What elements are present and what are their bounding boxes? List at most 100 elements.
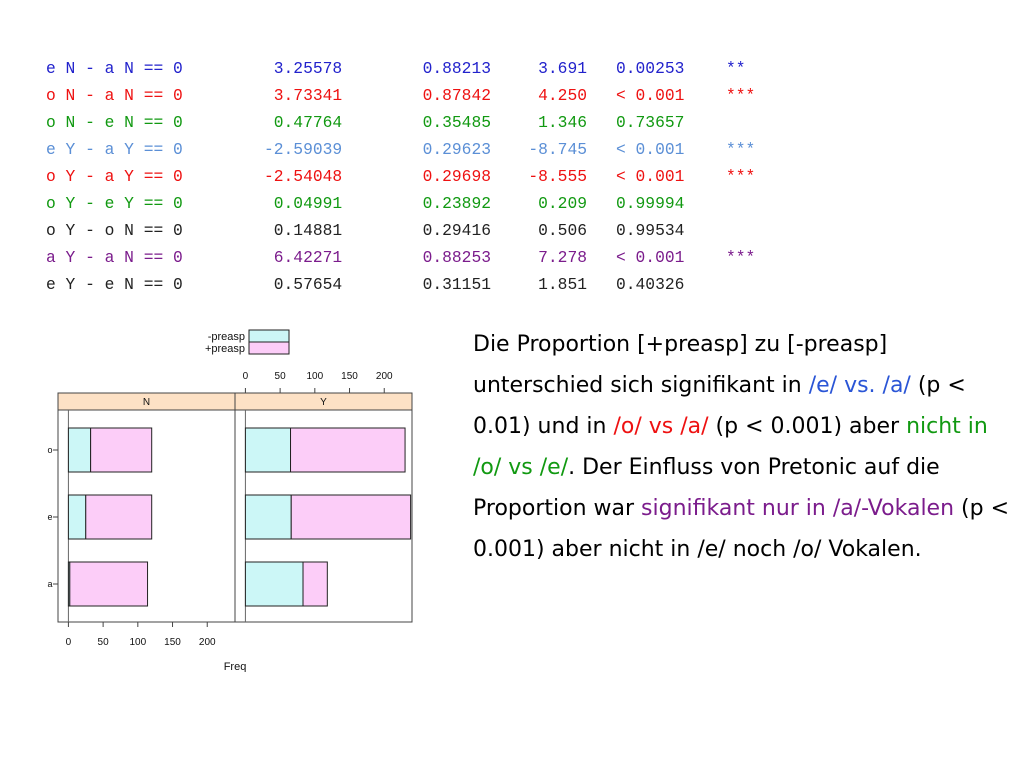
- category-label: o: [47, 445, 52, 455]
- stats-comparison: o N - a N == 0: [46, 86, 183, 105]
- stats-t-value: 0.506: [538, 221, 587, 240]
- panel-strip-label: N: [143, 397, 150, 408]
- stats-row: o Y - a Y == 0 -2.54048 0.29698 -8.555 < 0.0…: [46, 168, 755, 195]
- stats-estimate: -2.59039: [264, 140, 343, 159]
- panel-strip-label: Y: [320, 397, 327, 408]
- stats-p-value: 0.73657: [616, 113, 685, 132]
- stats-std-error: 0.29416: [422, 221, 491, 240]
- bar-preasp: [67, 427, 92, 473]
- stats-comparison: o Y - e Y == 0: [46, 194, 183, 213]
- bar-preasp: [244, 427, 292, 473]
- x-tick-label: 200: [199, 637, 216, 648]
- stats-p-value: < 0.001: [616, 167, 685, 186]
- stats-t-value: 7.278: [538, 248, 587, 267]
- panel-strip: [234, 392, 413, 411]
- bar-chart: -preasp+preasp N 0 50 100 150 200 Y 0 50 100 150 200…: [47, 329, 413, 672]
- stats-row: e Y - e N == 0 0.57654 0.31151 1.851 0.4032…: [46, 276, 755, 303]
- stats-row: e N - a N == 0 3.25578 0.88213 3.691 0.0025…: [46, 60, 755, 87]
- x-tick-label: 100: [306, 371, 323, 382]
- x-tick-label: 50: [98, 637, 110, 648]
- stats-std-error: 0.23892: [422, 194, 491, 213]
- caption-highlight-significant-a: signifikant nur in /a/-Vokalen: [641, 496, 955, 521]
- stats-significance: ***: [726, 167, 756, 186]
- stats-row: e Y - a Y == 0 -2.59039 0.29623 -8.745 < 0.0…: [46, 141, 755, 168]
- legend-label: -preasp: [208, 331, 245, 343]
- stats-comparison: e Y - a Y == 0: [46, 140, 183, 159]
- x-tick-label: 150: [341, 371, 358, 382]
- category-label: a: [47, 579, 52, 589]
- stats-estimate: 3.73341: [264, 86, 343, 105]
- stats-p-value: < 0.001: [616, 248, 685, 267]
- stats-comparison: e Y - e N == 0: [46, 275, 183, 294]
- stats-t-value: 4.250: [538, 86, 587, 105]
- stats-estimate: 0.57654: [264, 275, 343, 294]
- caption-part-5: (p < 0.001) aber: [708, 414, 907, 439]
- stats-std-error: 0.88213: [422, 59, 491, 78]
- bar-plus-preasp: [90, 427, 153, 473]
- stats-p-value: < 0.001: [616, 140, 685, 159]
- bar-preasp: [67, 494, 87, 540]
- x-tick-label: 50: [275, 371, 287, 382]
- stats-p-value: < 0.001: [616, 86, 685, 105]
- caption-highlight-o-vs-a: /o/ vs /a/: [613, 414, 709, 439]
- stats-t-value: -8.745: [528, 140, 587, 159]
- stats-row: o Y - e Y == 0 0.04991 0.23892 0.209 0.9999…: [46, 195, 755, 222]
- bar-plus-preasp: [290, 427, 406, 473]
- stats-estimate: 6.42271: [264, 248, 343, 267]
- stats-table: e N - a N == 0 3.25578 0.88213 3.691 0.0025…: [46, 60, 755, 303]
- legend-label: +preasp: [205, 343, 245, 355]
- x-tick-label: 200: [376, 371, 393, 382]
- stats-significance: ***: [726, 86, 756, 105]
- stats-std-error: 0.29623: [422, 140, 491, 159]
- x-tick-label: 100: [129, 637, 146, 648]
- stats-std-error: 0.35485: [422, 113, 491, 132]
- stats-comparison: a Y - a N == 0: [46, 248, 183, 267]
- stats-significance: ***: [726, 140, 756, 159]
- x-tick-label: 0: [66, 637, 72, 648]
- caption-part-1: Die Proportion [+preasp] zu [-preasp] un…: [473, 332, 888, 398]
- bar-preasp: [244, 561, 304, 607]
- stats-comparison: o Y - o N == 0: [46, 221, 183, 240]
- stats-row: o Y - o N == 0 0.14881 0.29416 0.506 0.9953…: [46, 222, 755, 249]
- stats-estimate: 0.47764: [264, 113, 343, 132]
- stats-estimate: 0.14881: [264, 221, 343, 240]
- stats-std-error: 0.29698: [422, 167, 491, 186]
- stats-std-error: 0.31151: [422, 275, 491, 294]
- category-label: e: [47, 512, 52, 522]
- legend-swatch: [248, 329, 290, 343]
- stats-comparison: o N - e N == 0: [46, 113, 183, 132]
- stats-significance: ***: [726, 248, 756, 267]
- caption-part-3: (p < 0.01) und in: [473, 373, 966, 439]
- stats-comparison: e N - a N == 0: [46, 59, 183, 78]
- bar-preasp: [244, 494, 292, 540]
- stats-p-value: 0.99534: [616, 221, 685, 240]
- caption-part-7: . Der Einfluss von Pretonic auf die Prop…: [473, 455, 940, 521]
- bar-plus-preasp: [302, 561, 328, 607]
- stats-t-value: 0.209: [538, 194, 587, 213]
- stats-significance: **: [726, 59, 746, 78]
- x-tick-label: 150: [164, 637, 181, 648]
- stats-row: a Y - a N == 0 6.42271 0.88253 7.278 < 0.00…: [46, 249, 755, 276]
- stats-estimate: 3.25578: [264, 59, 343, 78]
- stats-p-value: 0.00253: [616, 59, 685, 78]
- legend-swatch: [248, 341, 290, 355]
- bar-plus-preasp: [69, 561, 149, 607]
- caption-part-9: (p < 0.001) aber nicht in /e/ noch /o/ V…: [473, 496, 1010, 562]
- stats-t-value: 3.691: [538, 59, 587, 78]
- stats-row: o N - e N == 0 0.47764 0.35485 1.346 0.7365…: [46, 114, 755, 141]
- x-tick-label: 0: [243, 371, 249, 382]
- x-axis-label: Freq: [224, 661, 247, 672]
- stats-std-error: 0.88253: [422, 248, 491, 267]
- stats-t-value: 1.851: [538, 275, 587, 294]
- bar-plus-preasp: [85, 494, 153, 540]
- stats-row: o N - a N == 0 3.73341 0.87842 4.250 < 0.00…: [46, 87, 755, 114]
- caption-highlight-e-vs-a: /e/ vs. /a/: [808, 373, 911, 398]
- stats-comparison: o Y - a Y == 0: [46, 167, 183, 186]
- stats-t-value: 1.346: [538, 113, 587, 132]
- stats-std-error: 0.87842: [422, 86, 491, 105]
- stats-t-value: -8.555: [528, 167, 587, 186]
- stats-p-value: 0.40326: [616, 275, 685, 294]
- stats-p-value: 0.99994: [616, 194, 685, 213]
- stats-estimate: 0.04991: [264, 194, 343, 213]
- caption-highlight-not-o-vs-e: nicht in /o/ vs /e/: [473, 414, 988, 480]
